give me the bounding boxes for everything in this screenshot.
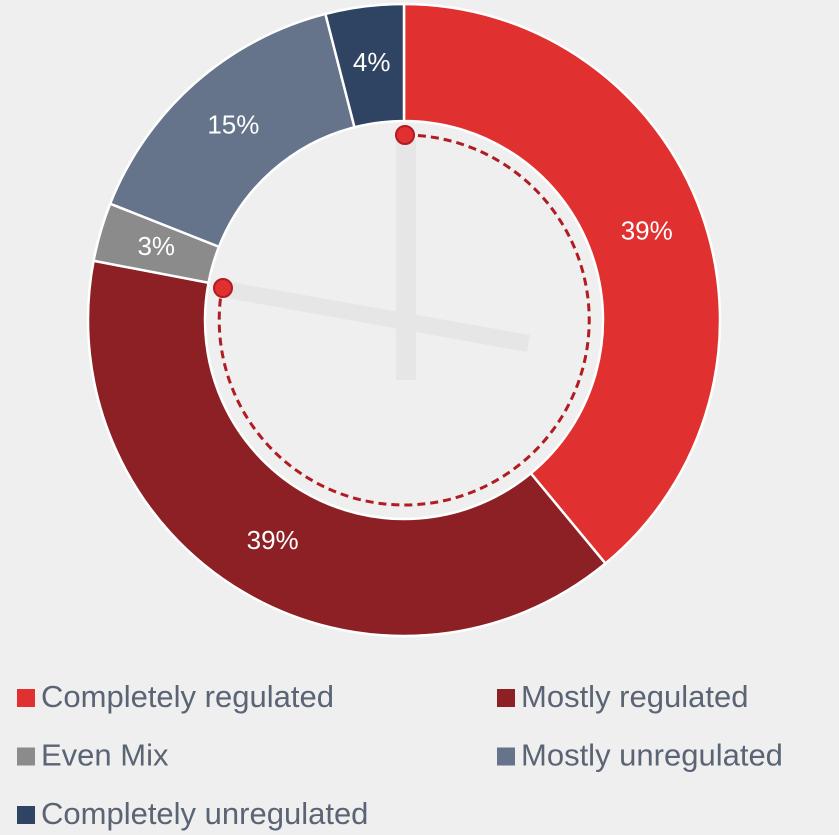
value-label: 39% <box>247 525 299 555</box>
legend-swatch <box>17 747 35 766</box>
legend-label: Completely regulated <box>41 679 334 714</box>
value-labels: 39% 39% 3% 15% 4% <box>137 47 672 555</box>
value-label: 3% <box>137 231 175 261</box>
legend-label: Completely unregulated <box>41 796 368 831</box>
dot <box>213 278 233 298</box>
dot <box>395 125 415 145</box>
slice <box>323 2 406 129</box>
value-label: 15% <box>207 109 259 139</box>
value-label: 39% <box>621 215 673 245</box>
slice <box>108 12 357 249</box>
legend: Completely regulated Mostly regulated Even… <box>17 679 783 831</box>
dashed-arc <box>217 133 591 507</box>
legend-label: Even Mix <box>41 738 169 773</box>
slice <box>402 2 722 566</box>
value-label: 4% <box>353 47 391 77</box>
legend-swatch <box>17 689 35 707</box>
slices <box>86 2 722 638</box>
clock-hand <box>227 282 530 352</box>
legend-swatch <box>17 806 35 824</box>
legend-label: Mostly regulated <box>521 679 748 714</box>
legend-swatch <box>497 689 515 707</box>
center-decoration <box>213 125 591 507</box>
slice <box>86 259 608 638</box>
legend-swatch <box>497 747 515 766</box>
clock-hand <box>396 140 416 380</box>
legend-label: Mostly unregulated <box>521 738 783 773</box>
